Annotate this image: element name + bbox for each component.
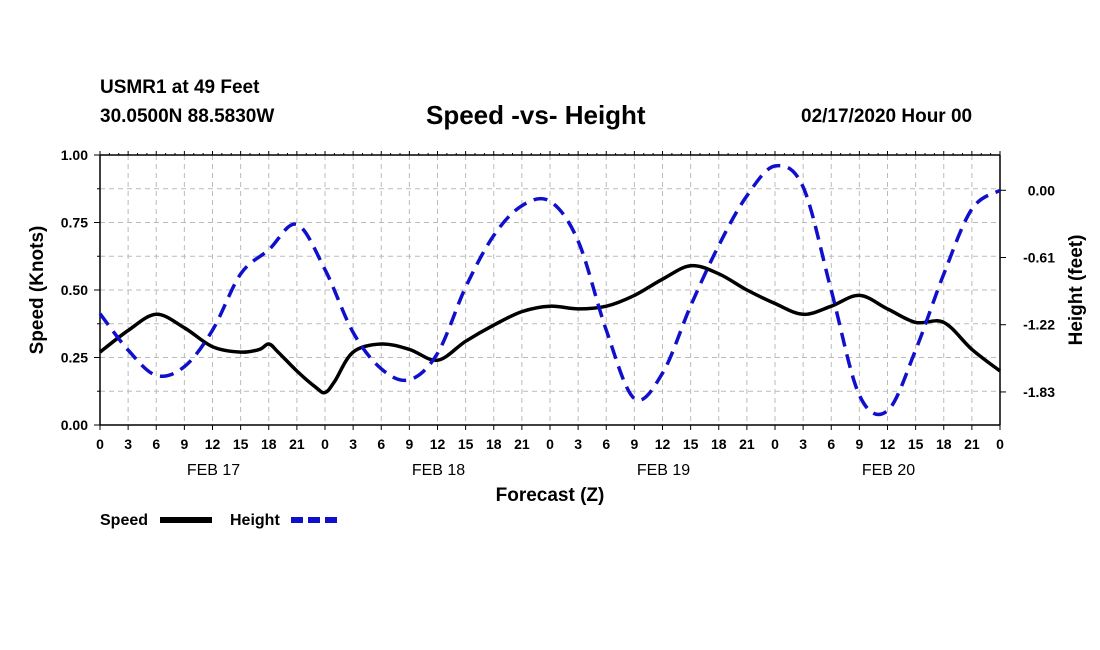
x-tick-label: 6: [152, 436, 160, 452]
y-right-tick-label: -1.83: [1023, 384, 1055, 400]
forecast-date: 02/17/2020 Hour 00: [801, 106, 973, 127]
x-tick-label: 18: [711, 436, 727, 452]
x-tick-label: 3: [574, 436, 582, 452]
coordinates-label: 30.0500N 88.5830W: [100, 106, 275, 127]
x-tick-label: 3: [349, 436, 357, 452]
day-label: FEB 17: [187, 462, 240, 479]
x-tick-label: 21: [739, 436, 755, 452]
y-left-tick-label: 1.00: [61, 147, 88, 163]
x-tick-label: 15: [908, 436, 924, 452]
x-tick-label: 3: [799, 436, 807, 452]
x-tick-label: 6: [602, 436, 610, 452]
x-tick-label: 9: [180, 436, 188, 452]
x-tick-label: 6: [827, 436, 835, 452]
y-left-tick-label: 0.50: [61, 282, 88, 298]
y-right-tick-label: -0.61: [1023, 249, 1055, 265]
x-tick-label: 3: [124, 436, 132, 452]
day-label: FEB 18: [412, 462, 465, 479]
chart-title: Speed -vs- Height: [426, 100, 646, 130]
x-tick-label: 15: [458, 436, 474, 452]
x-tick-label: 21: [514, 436, 530, 452]
x-tick-label: 0: [546, 436, 554, 452]
x-tick-label: 9: [405, 436, 413, 452]
x-tick-label: 18: [261, 436, 277, 452]
legend-speed-label: Speed: [100, 512, 148, 529]
y-right-axis-title: Height (feet): [1066, 235, 1087, 346]
x-tick-label: 21: [964, 436, 980, 452]
x-tick-label: 9: [630, 436, 638, 452]
x-tick-label: 0: [771, 436, 779, 452]
y-left-tick-label: 0.75: [61, 215, 88, 231]
x-tick-label: 12: [655, 436, 671, 452]
x-tick-label: 12: [430, 436, 446, 452]
series-line-height: [98, 163, 1001, 417]
x-tick-label: 0: [321, 436, 329, 452]
y-right-tick-label: 0.00: [1028, 182, 1055, 198]
x-tick-label: 15: [683, 436, 699, 452]
x-tick-label: 0: [996, 436, 1004, 452]
y-right-tick-label: -1.22: [1023, 317, 1055, 333]
y-left-axis-title: Speed (Knots): [27, 226, 48, 355]
x-tick-label: 21: [289, 436, 305, 452]
x-tick-label: 18: [936, 436, 952, 452]
x-tick-label: 15: [233, 436, 249, 452]
x-tick-label: 12: [205, 436, 221, 452]
day-label: FEB 19: [637, 462, 690, 479]
x-tick-label: 9: [855, 436, 863, 452]
station-label: USMR1 at 49 Feet: [100, 77, 260, 98]
legend-height-label: Height: [230, 512, 280, 529]
y-left-tick-label: 0.25: [61, 350, 88, 366]
x-tick-label: 0: [96, 436, 104, 452]
day-label: FEB 20: [862, 462, 915, 479]
x-tick-label: 12: [880, 436, 896, 452]
x-tick-label: 6: [377, 436, 385, 452]
series-line-speed: [98, 263, 1002, 395]
x-axis-title: Forecast (Z): [496, 485, 605, 506]
y-left-tick-label: 0.00: [61, 417, 88, 433]
x-tick-label: 18: [486, 436, 502, 452]
